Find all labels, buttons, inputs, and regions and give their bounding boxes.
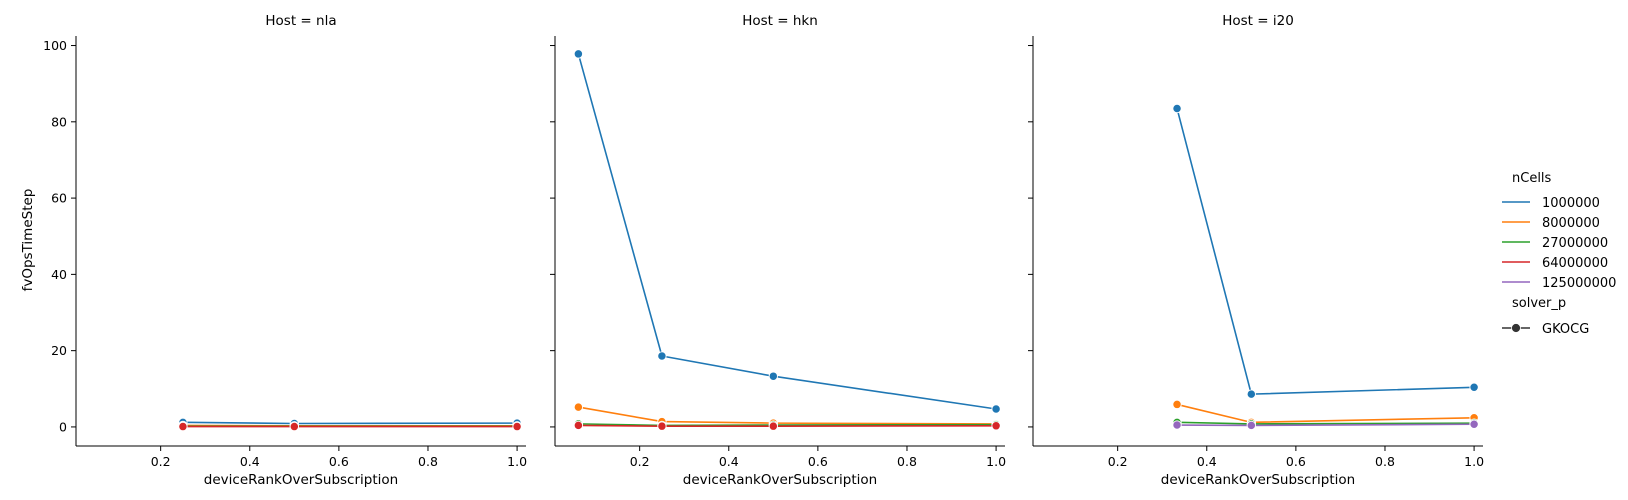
y-tick-label: 60 xyxy=(51,191,67,206)
x-axis-label: deviceRankOverSubscription xyxy=(1161,472,1355,488)
panel-title: Host = nla xyxy=(265,13,336,29)
y-axis-label: fvOpsTimeStep xyxy=(20,189,36,292)
panel-host-hkn: Host = hkn deviceRankOverSubscription 0.… xyxy=(550,13,1006,488)
y-tick-label: 40 xyxy=(51,267,67,282)
legend-hue-title: nCells xyxy=(1512,171,1552,186)
y-tick-label: 80 xyxy=(51,114,67,129)
x-tick-label: 0.4 xyxy=(719,454,739,469)
x-tick-label: 0.6 xyxy=(1286,454,1306,469)
legend-style-marker xyxy=(1511,323,1521,333)
data-point-64000000 xyxy=(991,421,1001,431)
data-point-1000000 xyxy=(991,404,1001,414)
series-line-27000000 xyxy=(578,423,997,427)
x-axis-label: deviceRankOverSubscription xyxy=(204,472,398,488)
legend-label-1000000: 1000000 xyxy=(1542,196,1600,211)
x-tick-label: 1.0 xyxy=(507,454,527,469)
data-point-1000000 xyxy=(573,49,584,59)
series-lines xyxy=(577,53,997,427)
x-tick-label: 1.0 xyxy=(1464,454,1484,469)
data-point-8000000 xyxy=(573,402,584,412)
series-line-1000000 xyxy=(182,421,518,425)
series-line-125000000 xyxy=(1177,423,1475,427)
series-line-1000000 xyxy=(1176,108,1475,395)
data-point-125000000 xyxy=(1469,419,1479,429)
x-tick-label: 0.4 xyxy=(1197,454,1217,469)
data-point-125000000 xyxy=(1172,420,1182,430)
series-lines xyxy=(1176,108,1475,427)
series-markers xyxy=(573,49,1001,431)
data-point-1000000 xyxy=(657,351,667,361)
x-tick-label: 1.0 xyxy=(986,454,1006,469)
x-tick-label: 0.8 xyxy=(1375,454,1395,469)
data-point-1000000 xyxy=(768,371,778,381)
x-tick-label: 0.8 xyxy=(418,454,438,469)
y-tick-label: 0 xyxy=(59,419,67,434)
legend-label-125000000: 125000000 xyxy=(1542,276,1616,291)
legend: nCells 1000000 8000000 27000000 64000000 125… xyxy=(1502,171,1616,337)
panel-title: Host = i20 xyxy=(1222,13,1294,29)
data-point-64000000 xyxy=(178,421,188,432)
x-tick-label: 0.2 xyxy=(630,454,650,469)
data-point-64000000 xyxy=(573,420,584,431)
series-lines xyxy=(182,421,518,428)
data-point-64000000 xyxy=(289,421,299,432)
series-line-8000000 xyxy=(1176,403,1475,424)
legend-hue-entries: 1000000 8000000 27000000 64000000 125000000 xyxy=(1502,196,1616,291)
y-tick-label: 20 xyxy=(51,343,67,358)
tick-group: 0.2 0.4 0.6 0.8 1.0 0 20 40 60 80 100 xyxy=(43,38,527,469)
x-tick-label: 0.6 xyxy=(808,454,828,469)
x-axis-label: deviceRankOverSubscription xyxy=(683,472,877,488)
legend-style-title: solver_p xyxy=(1512,296,1566,311)
series-line-27000000 xyxy=(1177,421,1475,425)
data-point-1000000 xyxy=(1246,389,1256,399)
series-markers xyxy=(178,417,522,432)
tick-group: 0.2 0.4 0.6 0.8 1.0 xyxy=(550,45,1006,469)
data-point-8000000 xyxy=(1172,399,1182,410)
panel-host-nla: Host = nla deviceRankOverSubscription fv… xyxy=(20,13,527,488)
x-tick-label: 0.2 xyxy=(1108,454,1128,469)
legend-label-8000000: 8000000 xyxy=(1542,216,1600,231)
legend-style-label: GKOCG xyxy=(1542,322,1589,337)
legend-style-entries: GKOCG xyxy=(1502,322,1589,337)
y-tick-label: 100 xyxy=(43,38,67,53)
data-point-125000000 xyxy=(1246,420,1256,431)
data-point-64000000 xyxy=(657,421,667,431)
legend-label-64000000: 64000000 xyxy=(1542,256,1608,271)
panel-host-i20: Host = i20 deviceRankOverSubscription 0.… xyxy=(1028,13,1484,488)
x-tick-label: 0.8 xyxy=(897,454,917,469)
x-tick-label: 0.4 xyxy=(240,454,260,469)
data-point-64000000 xyxy=(768,421,778,431)
series-line-64000000 xyxy=(578,424,997,427)
data-point-64000000 xyxy=(512,421,522,432)
x-tick-label: 0.2 xyxy=(151,454,171,469)
series-markers xyxy=(1172,103,1479,431)
data-point-1000000 xyxy=(1469,382,1479,392)
panel-title: Host = hkn xyxy=(742,13,818,29)
tick-group: 0.2 0.4 0.6 0.8 1.0 xyxy=(1028,45,1484,469)
legend-label-27000000: 27000000 xyxy=(1542,236,1608,251)
series-line-1000000 xyxy=(577,53,997,410)
series-line-8000000 xyxy=(578,406,997,425)
x-tick-label: 0.6 xyxy=(329,454,349,469)
data-point-1000000 xyxy=(1172,103,1182,114)
